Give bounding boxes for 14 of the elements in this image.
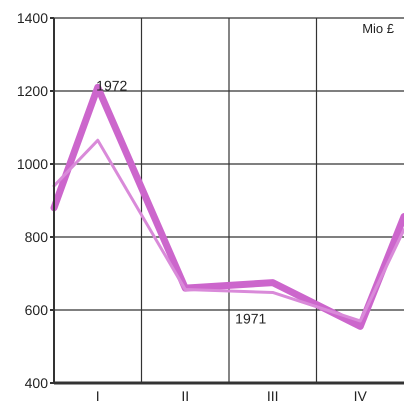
y-tick-label: 1400	[16, 10, 48, 26]
y-axis-title: Mio £	[362, 21, 395, 36]
x-tick-label: II	[181, 388, 190, 404]
y-tick-label: 600	[24, 302, 48, 318]
series-label: 1971	[235, 310, 267, 326]
y-tick-label: 800	[24, 228, 48, 245]
y-tick-label: 1200	[16, 82, 48, 99]
series-label: 1972	[96, 77, 128, 94]
line-series	[52, 138, 404, 322]
x-tick-label: III	[266, 388, 279, 404]
x-tick-label: I	[96, 388, 100, 404]
y-tick-label: 1000	[16, 156, 48, 172]
x-tick-label: IV	[354, 388, 368, 404]
y-tick-label: 400	[24, 374, 48, 391]
